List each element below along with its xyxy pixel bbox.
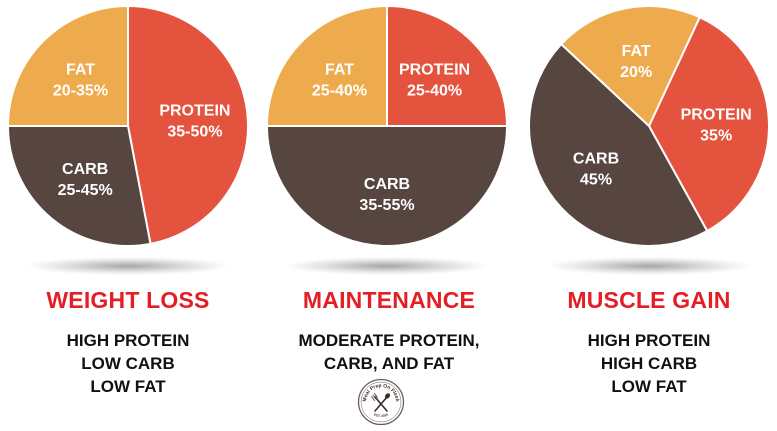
weight-loss-slice-protein: [127, 5, 249, 245]
maintenance-protein-value-label: 25-40%: [407, 82, 462, 99]
meal-prep-logo: Meal Prep On Fleek EST. 2016: [357, 378, 405, 426]
weight-loss-carb-label: CARB: [62, 161, 108, 178]
weight-loss-desc-line: HIGH PROTEIN: [66, 331, 190, 350]
muscle-gain-panel: MUSCLE GAIN HIGH PROTEIN HIGH CARB LOW F…: [519, 287, 777, 398]
weight-loss-desc-line: LOW CARB: [81, 354, 175, 373]
fork-spoon-icon: [371, 393, 391, 412]
muscle-gain-desc-line: HIGH PROTEIN: [587, 331, 711, 350]
weight-loss-title: WEIGHT LOSS: [46, 287, 210, 313]
maintenance-slice-fat: [266, 5, 388, 127]
maintenance-fat-value-label: 25-40%: [312, 82, 367, 99]
maintenance-description: MODERATE PROTEIN, CARB, AND FAT: [259, 329, 519, 375]
macro-pie-charts: PROTEIN 35-50% CARB 25-45% FAT 20-35% PROTEIN 2…: [7, 5, 770, 275]
logo-bottom-text: EST. 2016: [373, 412, 388, 418]
muscle-gain-desc-line: LOW FAT: [611, 377, 687, 396]
weight-loss-slice-carb: [7, 125, 152, 247]
maintenance-title: MAINTENANCE: [302, 287, 476, 313]
maintenance-pie-shadow: [285, 257, 489, 275]
weight-loss-fat-label: FAT: [66, 61, 95, 78]
weight-loss-protein-value-label: 35-50%: [167, 124, 222, 141]
muscle-gain-slice-carb: [528, 43, 709, 247]
weight-loss-pie: PROTEIN 35-50% CARB 25-45% FAT 20-35%: [7, 5, 249, 247]
muscle-gain-fat-label: FAT: [622, 43, 651, 60]
muscle-gain-protein-value-label: 35%: [700, 128, 732, 145]
maintenance-pie: PROTEIN 25-40% CARB 35-55% FAT 25-40%: [266, 5, 508, 247]
muscle-gain-pie: PROTEIN 35% CARB 45% FAT 20%: [528, 5, 770, 247]
muscle-gain-slice-protein: [648, 16, 770, 232]
weight-loss-pie-shadow: [26, 257, 230, 275]
muscle-gain-description: HIGH PROTEIN HIGH CARB LOW FAT: [519, 329, 777, 398]
muscle-gain-pie-shadow: [547, 257, 751, 275]
maintenance-carb-label: CARB: [364, 176, 410, 193]
maintenance-fat-label: FAT: [325, 61, 354, 78]
muscle-gain-carb-label: CARB: [573, 150, 619, 167]
svg-text:EST. 2016: EST. 2016: [373, 412, 388, 418]
muscle-gain-fat-value-label: 20%: [620, 64, 652, 81]
weight-loss-protein-label: PROTEIN: [159, 103, 230, 120]
weight-loss-desc-line: LOW FAT: [90, 377, 166, 396]
weight-loss-carb-value-label: 25-45%: [58, 182, 113, 199]
maintenance-panel: MAINTENANCE MODERATE PROTEIN, CARB, AND …: [259, 287, 519, 375]
weight-loss-panel: WEIGHT LOSS HIGH PROTEIN LOW CARB LOW FA…: [0, 287, 258, 398]
maintenance-protein-label: PROTEIN: [399, 61, 470, 78]
weight-loss-fat-value-label: 20-35%: [53, 82, 108, 99]
muscle-gain-protein-label: PROTEIN: [681, 107, 752, 124]
maintenance-slice-carb: [266, 125, 508, 247]
maintenance-desc-line: MODERATE PROTEIN,: [298, 331, 480, 350]
muscle-gain-slice-fat: [560, 5, 701, 127]
maintenance-carb-value-label: 35-55%: [359, 197, 414, 214]
weight-loss-slice-fat: [7, 5, 129, 127]
muscle-gain-desc-line: HIGH CARB: [600, 354, 698, 373]
maintenance-slice-protein: [386, 5, 508, 127]
muscle-gain-title: MUSCLE GAIN: [567, 287, 731, 313]
muscle-gain-carb-value-label: 45%: [580, 171, 612, 188]
weight-loss-description: HIGH PROTEIN LOW CARB LOW FAT: [0, 329, 258, 398]
maintenance-desc-line: CARB, AND FAT: [323, 354, 455, 373]
